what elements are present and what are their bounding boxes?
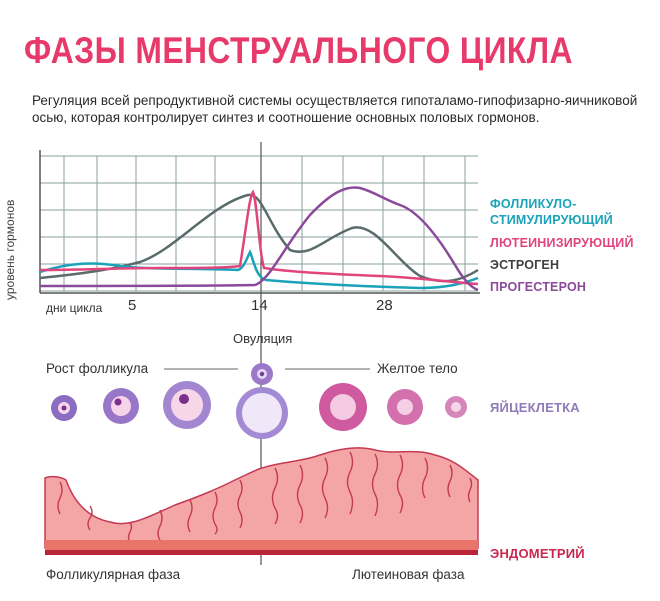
legend-fsh-line2: СТИМУЛИРУЮЩИЙ bbox=[490, 213, 613, 227]
progesterone-curve bbox=[39, 186, 479, 292]
lh-curve bbox=[39, 189, 479, 286]
follicle-growth-label: Рост фолликула bbox=[46, 361, 149, 376]
x-tick-14: 14 bbox=[251, 297, 268, 314]
corpus-luteum-label: Желтое тело bbox=[377, 361, 458, 376]
endometrium-label: ЭНДОМЕТРИЙ bbox=[490, 546, 585, 561]
x-tick-28: 28 bbox=[376, 297, 393, 314]
fsh-curve bbox=[39, 249, 479, 290]
subtitle: Регуляция всей репродуктивной системы ос… bbox=[32, 93, 638, 125]
legend-fsh: ФОЛЛИКУЛО- СТИМУЛИРУЮЩИЙ bbox=[490, 196, 613, 228]
follicle-sequence bbox=[51, 381, 467, 439]
ovulation-label: Овуляция bbox=[233, 331, 293, 346]
estrogen-curve bbox=[39, 193, 479, 283]
legend-progesterone: ПРОГЕСТЕРОН bbox=[490, 280, 587, 294]
legend-fsh-line1: ФОЛЛИКУЛО- bbox=[490, 197, 577, 211]
luteal-phase-label: Лютеиновая фаза bbox=[352, 567, 465, 582]
egg-label: ЯЙЦЕКЛЕТКА bbox=[490, 400, 580, 415]
x-tick-5: 5 bbox=[128, 297, 137, 314]
follicular-phase-label: Фолликулярная фаза bbox=[46, 567, 181, 582]
legend-estrogen: ЭСТРОГЕН bbox=[490, 258, 560, 272]
endometrium-tissue bbox=[44, 447, 479, 555]
page-title: ФАЗЫ МЕНСТРУАЛЬНОГО ЦИКЛА bbox=[24, 30, 573, 71]
x-axis-label: дни цикла bbox=[46, 301, 103, 315]
legend-lh: ЛЮТЕИНИЗИРУЮЩИЙ bbox=[490, 236, 634, 250]
